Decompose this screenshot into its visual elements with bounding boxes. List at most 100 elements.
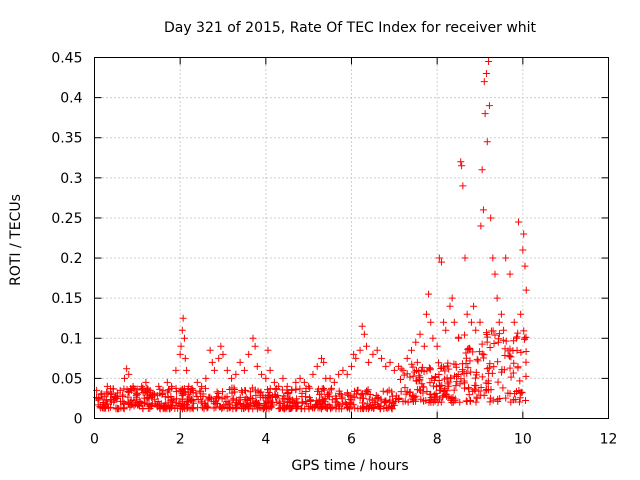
data-point <box>382 397 390 405</box>
data-point <box>249 405 257 413</box>
data-point <box>472 398 480 406</box>
data-point <box>476 318 484 326</box>
data-point <box>335 370 343 378</box>
data-point <box>485 58 493 66</box>
data-point <box>245 350 253 358</box>
data-point <box>213 393 221 401</box>
data-point <box>281 405 289 413</box>
data-point <box>181 354 189 362</box>
data-point <box>518 389 526 397</box>
data-point <box>413 377 421 385</box>
data-point <box>441 390 449 398</box>
data-point <box>467 318 475 326</box>
y-tick-label: 0 <box>74 412 83 428</box>
data-point <box>98 390 106 398</box>
data-point <box>284 390 292 398</box>
data-point <box>473 355 481 363</box>
data-point <box>327 384 335 392</box>
data-point <box>478 373 486 381</box>
data-point <box>103 388 111 396</box>
data-point <box>274 392 282 400</box>
data-point <box>460 370 468 378</box>
data-point <box>491 270 499 278</box>
data-point <box>502 337 510 345</box>
data-point <box>480 78 488 86</box>
data-point <box>210 404 218 412</box>
data-point <box>420 342 428 350</box>
data-point <box>478 340 486 348</box>
y-tick-label: 0.15 <box>51 291 82 307</box>
data-point <box>522 333 530 341</box>
data-point <box>440 318 448 326</box>
data-point <box>485 102 493 110</box>
data-point <box>520 230 528 238</box>
data-point <box>511 396 519 404</box>
data-point <box>447 394 455 402</box>
data-point <box>236 358 244 366</box>
data-point <box>150 395 158 403</box>
data-point <box>230 395 238 403</box>
data-point <box>202 374 210 382</box>
data-point <box>133 385 141 393</box>
data-point <box>143 400 151 408</box>
data-points <box>93 58 530 413</box>
data-point <box>125 387 133 395</box>
data-point <box>429 334 437 342</box>
data-point <box>192 389 200 397</box>
data-point <box>363 387 371 395</box>
data-point <box>168 396 176 404</box>
data-point <box>152 400 160 408</box>
data-point <box>266 385 274 393</box>
data-point <box>502 254 510 262</box>
data-point <box>347 396 355 404</box>
y-tick-label: 0.2 <box>60 251 82 267</box>
data-point <box>426 379 434 387</box>
data-point <box>196 387 204 395</box>
data-point <box>510 359 518 367</box>
data-point <box>172 395 180 403</box>
data-point <box>353 390 361 398</box>
data-point <box>439 363 447 371</box>
data-point <box>522 348 530 356</box>
data-point <box>495 318 503 326</box>
data-point <box>485 364 493 372</box>
data-point <box>445 382 453 390</box>
data-point <box>107 385 115 393</box>
data-point <box>499 384 507 392</box>
data-point <box>298 389 306 397</box>
data-point <box>425 364 433 372</box>
data-point <box>515 218 523 226</box>
data-point <box>296 374 304 382</box>
data-point <box>522 286 530 294</box>
data-point <box>296 385 304 393</box>
data-point <box>507 398 515 406</box>
data-point <box>463 310 471 318</box>
data-point <box>167 392 175 400</box>
data-point <box>486 360 494 368</box>
data-point <box>241 403 249 411</box>
data-point <box>218 403 226 411</box>
data-point <box>432 389 440 397</box>
data-point <box>277 404 285 412</box>
data-point <box>183 366 191 374</box>
data-point <box>328 396 336 404</box>
data-point <box>476 348 484 356</box>
data-point <box>120 405 128 413</box>
data-point <box>477 222 485 230</box>
data-point <box>462 354 470 362</box>
data-point <box>257 388 265 396</box>
data-point <box>332 394 340 402</box>
data-point <box>434 398 442 406</box>
data-point <box>200 405 208 413</box>
data-point <box>423 387 431 395</box>
data-point <box>348 362 355 370</box>
data-point <box>392 397 400 405</box>
data-point <box>142 378 150 386</box>
data-point <box>450 386 458 394</box>
data-point <box>174 404 182 412</box>
data-point <box>401 384 409 392</box>
data-point <box>279 374 287 382</box>
data-point <box>177 342 185 350</box>
data-point <box>427 318 435 326</box>
data-point <box>448 398 456 406</box>
